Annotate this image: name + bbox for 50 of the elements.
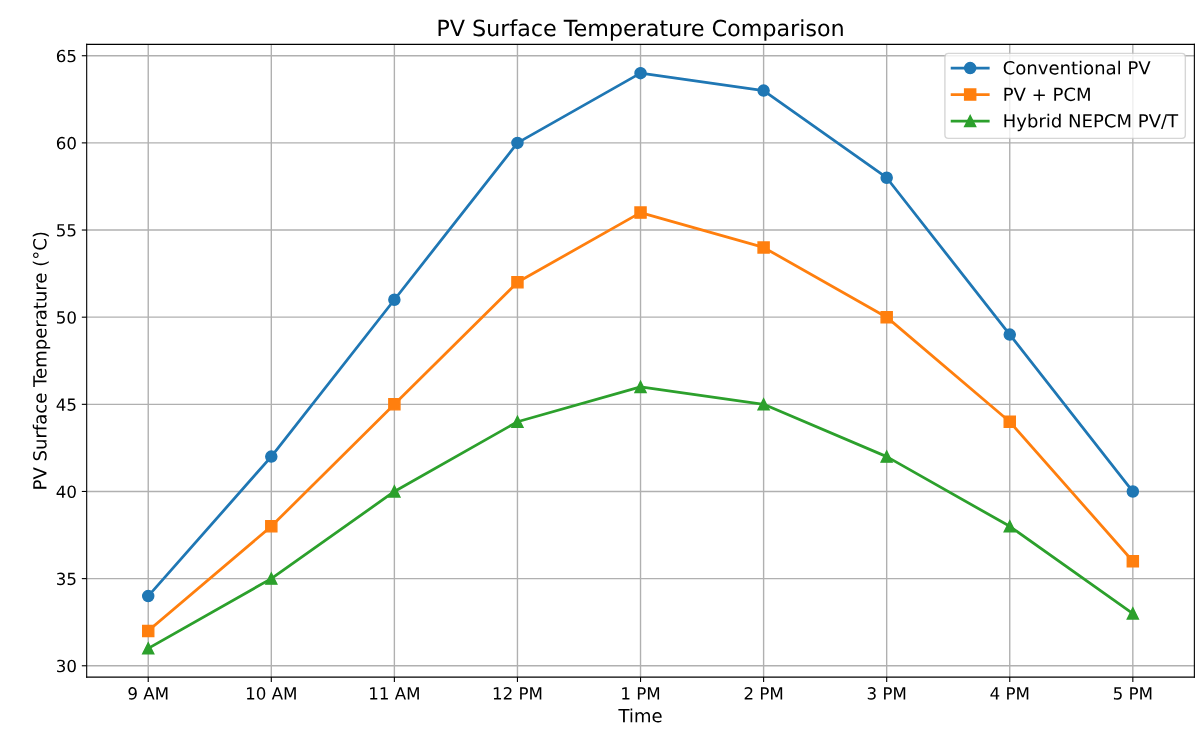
y-tick-label: 35 [57,572,76,586]
y-tick-label: 65 [56,49,76,63]
point [757,84,770,97]
legend-label: PV + PCM [1004,87,1090,102]
point [265,572,278,585]
x-tick-label: 5 PM [1113,687,1152,700]
x-tick-label: 10 AM [246,687,296,700]
point [1003,520,1017,533]
x-tick-label: 4 PM [990,687,1029,700]
point [265,450,278,463]
y-tick-label: 55 [57,224,76,237]
point [265,520,278,533]
point [511,136,524,150]
point [880,310,893,324]
point [388,293,401,306]
point [141,642,155,655]
point [1003,415,1017,429]
legend-label: Conventional PV [1003,60,1151,75]
point [880,171,893,184]
point [141,589,155,603]
y-tick-label: 60 [56,136,76,150]
point [1126,554,1140,568]
point [634,206,647,219]
point [757,398,770,411]
point [880,450,893,463]
y-tick-label: 40 [56,485,76,499]
chart-title: PV Surface Temperature Comparison [438,19,843,41]
legend-label: Hybrid NEPCM PV/T [1004,113,1179,132]
point [757,241,770,254]
point [1003,328,1017,341]
x-tick-label: 3 PM [867,687,906,700]
point [1126,607,1140,620]
x-tick-label: 11 AM [370,687,419,700]
point [388,485,401,498]
x-tick-label: 2 PM [744,687,783,700]
point [634,380,647,394]
point [634,66,647,80]
point [511,415,524,429]
point [1126,485,1140,498]
y-tick-label: 50 [57,311,76,324]
y-tick-label: 30 [57,659,76,673]
x-tick-label: 1 PM [622,687,660,700]
x-tick-label: 12 PM [493,687,542,700]
point [141,624,155,638]
x-axis-title: Time [618,708,662,723]
point [511,276,524,289]
x-tick-label: 9 AM [128,687,168,700]
y-tick-label: 45 [56,398,76,411]
point [388,398,401,411]
y-axis-title: PV Surface Temperature (°C) [32,232,51,489]
